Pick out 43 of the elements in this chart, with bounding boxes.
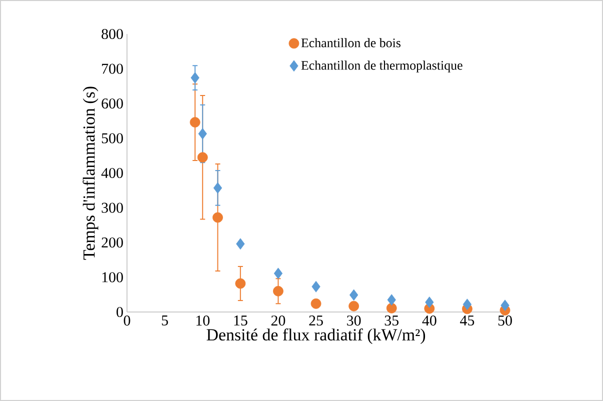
- legend-label: Echantillon de thermoplastique: [301, 60, 462, 72]
- point: [500, 300, 510, 312]
- x-tick-label: 30: [347, 316, 361, 326]
- x-tick-label: 35: [384, 316, 398, 326]
- point: [213, 182, 222, 194]
- y-tick-label: 800: [102, 28, 123, 40]
- point: [462, 298, 472, 310]
- x-tick-label: 50: [498, 316, 512, 326]
- point: [273, 286, 284, 296]
- point: [190, 72, 200, 84]
- x-tick-label: 45: [460, 316, 474, 326]
- x-tick-label: 25: [309, 316, 323, 326]
- y-tick-label: 100: [102, 272, 123, 282]
- point: [198, 128, 207, 140]
- point: [386, 302, 397, 314]
- y-tick-label: 0: [116, 306, 123, 318]
- point: [197, 152, 208, 163]
- x-tick-label: 5: [162, 316, 168, 326]
- y-tick-label: 500: [102, 133, 123, 144]
- point: [236, 238, 245, 250]
- point: [190, 117, 200, 128]
- point: [310, 298, 322, 309]
- point: [312, 280, 320, 292]
- point: [212, 212, 223, 223]
- y-tick-label: 700: [102, 64, 123, 74]
- y-tick-label: 400: [101, 168, 123, 178]
- x-tick-label: 20: [271, 316, 286, 326]
- x-tick-label: 15: [234, 316, 248, 326]
- legend-label: Echantillon de bois: [301, 38, 400, 48]
- point: [274, 268, 283, 280]
- point: [349, 289, 358, 301]
- y-tick-label: 200: [102, 237, 123, 248]
- x-tick-label: 40: [422, 316, 436, 326]
- x-tick-label: 0: [124, 316, 130, 326]
- y-axis-title: Temps d'inflammation (s): [82, 86, 98, 260]
- point: [425, 296, 434, 308]
- y-tick-label: 600: [102, 98, 123, 109]
- x-tick-label: 10: [196, 316, 210, 326]
- y-tick-label: 300: [102, 202, 123, 213]
- x-axis-title: Densité de flux radiatif (kW/m²): [206, 328, 426, 344]
- point: [235, 278, 246, 289]
- point: [387, 294, 396, 306]
- point: [348, 300, 360, 312]
